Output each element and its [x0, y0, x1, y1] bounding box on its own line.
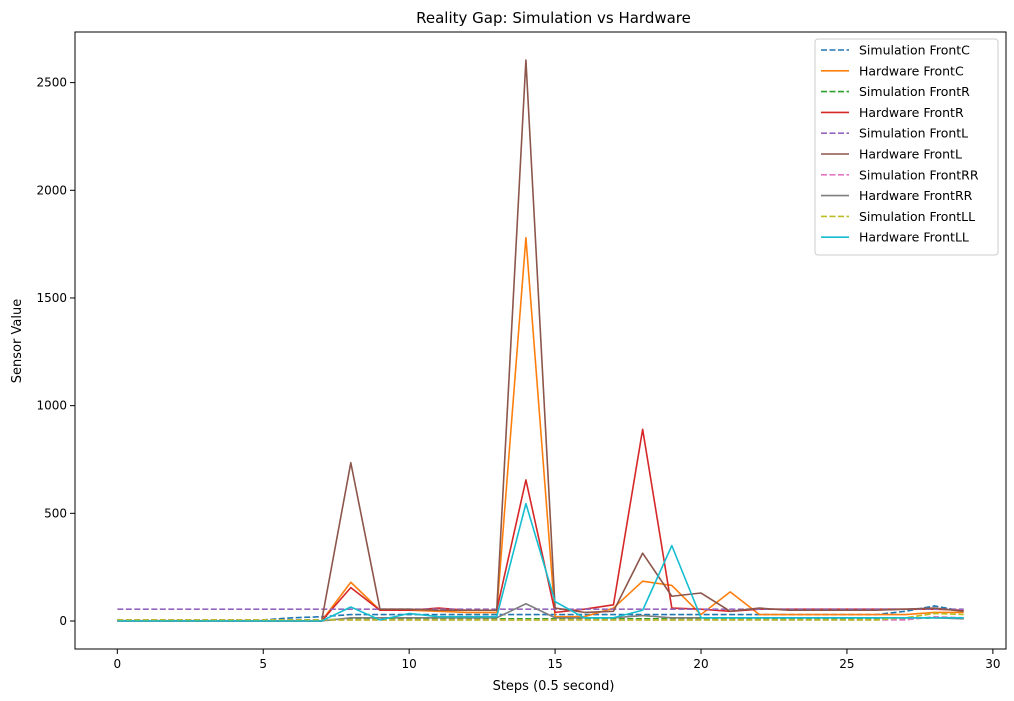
- series-layer: [117, 59, 964, 622]
- legend-label-10: Hardware FrontLL: [859, 230, 969, 245]
- plot-frame: [74, 31, 1007, 650]
- axes-layer: 0 5 10 15 20 25 30 0 500 1000 1500 2000 2500: [36, 31, 1007, 671]
- x-tick-label: 25: [839, 657, 854, 671]
- chart-title: Reality Gap: Simulation vs Hardware: [416, 9, 691, 27]
- series-line-10: [117, 502, 964, 622]
- legend-label-1: Simulation FrontC: [859, 43, 970, 58]
- y-tick-label: 0: [59, 614, 67, 628]
- x-tick-label: 10: [402, 657, 417, 671]
- y-tick-label: 1000: [36, 399, 67, 413]
- legend-label-7: Simulation FrontRR: [859, 167, 979, 182]
- legend-label-2: Hardware FrontC: [859, 63, 964, 78]
- y-tick-label: 1500: [36, 291, 67, 305]
- legend-label-9: Simulation FrontLL: [859, 209, 975, 224]
- legend-label-6: Hardware FrontL: [859, 147, 962, 162]
- series-line-9: [117, 612, 964, 621]
- legend-label-3: Simulation FrontR: [859, 84, 970, 99]
- legend-box: [814, 38, 999, 256]
- x-tick-label: 0: [113, 657, 121, 671]
- y-tick-label: 500: [44, 506, 67, 520]
- x-tick-label: 20: [693, 657, 708, 671]
- x-tick-label: 30: [985, 657, 1000, 671]
- legend: Simulation FrontC Hardware FrontC Simulati…: [814, 38, 999, 256]
- legend-label-5: Simulation FrontL: [859, 126, 968, 141]
- x-axis-label: Steps (0.5 second): [493, 679, 615, 694]
- y-tick-label: 2000: [36, 183, 67, 197]
- y-axis-label: Sensor Value: [10, 299, 25, 383]
- y-tick-label: 2500: [36, 76, 67, 90]
- x-tick-label: 15: [547, 657, 562, 671]
- x-tick-label: 5: [259, 657, 267, 671]
- legend-label-8: Hardware FrontRR: [859, 188, 973, 203]
- legend-label-4: Hardware FrontR: [859, 105, 964, 120]
